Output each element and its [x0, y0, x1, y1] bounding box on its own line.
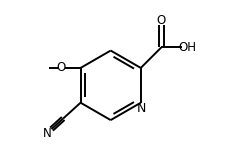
Text: O: O	[157, 14, 166, 27]
Text: OH: OH	[178, 41, 196, 54]
Text: O: O	[56, 61, 66, 74]
Text: N: N	[42, 127, 51, 140]
Text: N: N	[137, 102, 146, 115]
